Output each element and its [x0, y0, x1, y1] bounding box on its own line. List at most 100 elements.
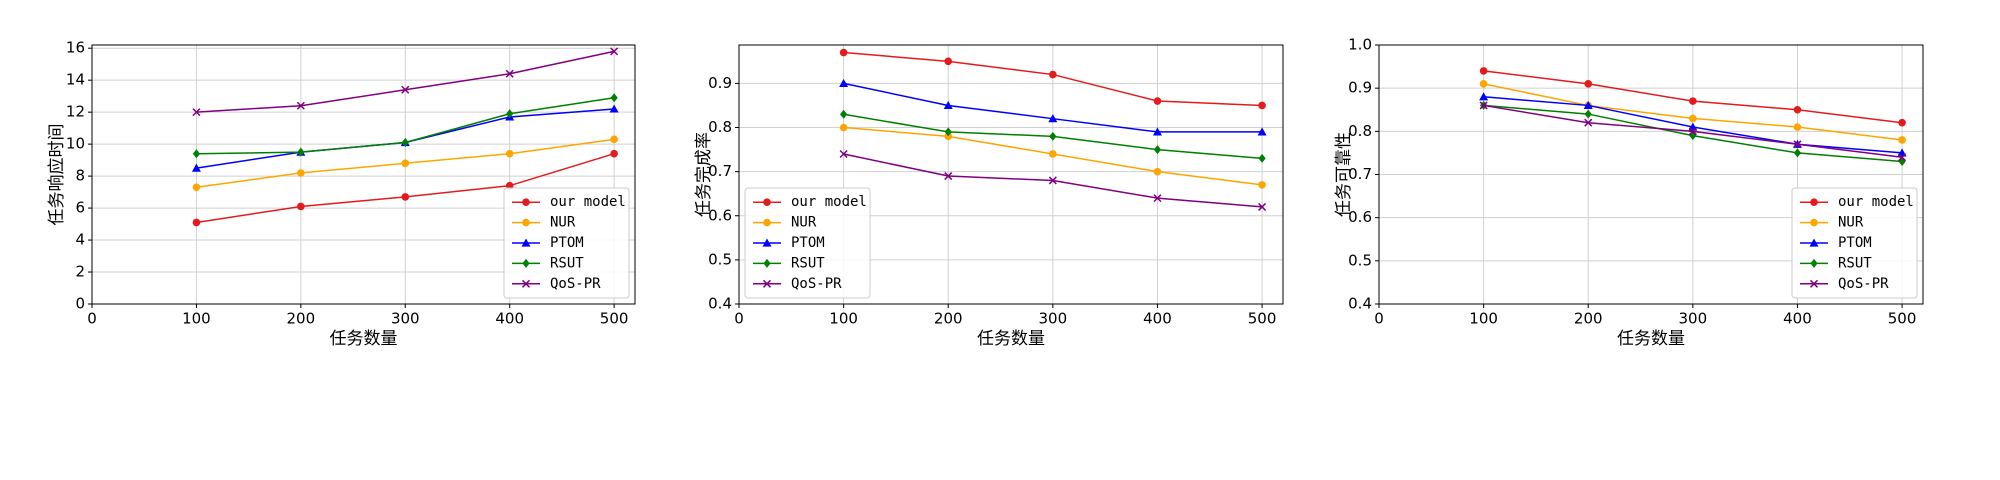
y-tick-label: 0	[75, 295, 85, 313]
legend-marker	[522, 218, 530, 227]
legend-label: NUR	[550, 215, 576, 231]
x-tick-label: 100	[1469, 310, 1498, 328]
y-axis-label: 任务可靠性	[1334, 132, 1354, 217]
point	[1258, 153, 1266, 163]
legend-marker	[763, 218, 771, 227]
legend-label: QoS-PR	[550, 276, 601, 292]
point	[839, 48, 848, 57]
x-tick-label: 200	[934, 310, 963, 328]
point	[1689, 131, 1697, 141]
point	[1479, 80, 1488, 88]
point	[1479, 101, 1488, 110]
y-tick-label: 14	[66, 71, 85, 89]
point	[1584, 118, 1593, 127]
legend-marker	[763, 198, 771, 206]
legend-box	[1791, 187, 1918, 299]
legend: our model NUR PTOM RSUT QoS-PR	[1791, 187, 1918, 299]
y-tick-label: 0.5	[708, 250, 732, 268]
point	[1689, 114, 1697, 123]
point	[1479, 67, 1488, 75]
point	[610, 47, 619, 56]
point	[1584, 109, 1592, 119]
point	[839, 123, 848, 132]
point	[1793, 140, 1802, 149]
legend-label: RSUT	[791, 255, 825, 271]
point	[610, 135, 618, 144]
point	[505, 69, 514, 78]
point	[401, 193, 410, 201]
legend-marker	[521, 279, 531, 288]
legend-label: our model	[550, 194, 626, 210]
x-tick-label: 300	[1039, 310, 1068, 328]
point	[840, 109, 848, 119]
legend-label: our model	[791, 194, 867, 210]
legend-marker	[522, 198, 530, 206]
plot-frame	[738, 44, 1284, 305]
point	[191, 163, 201, 172]
y-axis-label: 任务响应时间	[47, 124, 67, 226]
x-tick-label: 500	[1248, 310, 1277, 328]
x-tick-label: 0	[87, 310, 97, 328]
point	[944, 172, 953, 181]
legend-label: RSUT	[1838, 255, 1872, 271]
legend-marker	[521, 238, 531, 247]
y-tick-label: 12	[66, 103, 85, 121]
legend-marker	[762, 279, 772, 288]
legend-marker	[1810, 218, 1818, 227]
y-tick-label: 0.6	[708, 206, 732, 224]
point	[610, 93, 618, 103]
y-tick-label: 0.9	[1348, 79, 1372, 97]
y-tick-label: 0.7	[708, 162, 732, 180]
x-tick-label: 0	[1374, 310, 1384, 328]
point	[1793, 123, 1802, 131]
point	[1793, 105, 1802, 114]
point	[1793, 148, 1802, 158]
legend-marker	[1810, 258, 1818, 268]
point	[401, 138, 409, 148]
y-tick-label: 2	[75, 263, 85, 281]
plot-frame	[1378, 44, 1924, 305]
point	[1153, 167, 1162, 176]
x-tick-label: 0	[734, 310, 744, 328]
point	[1048, 114, 1058, 123]
point	[1584, 80, 1593, 88]
x-tick-label: 400	[495, 310, 524, 328]
x-tick-label: 500	[600, 310, 629, 328]
point	[506, 109, 514, 119]
point	[296, 101, 305, 110]
point	[1583, 100, 1593, 110]
legend-label: NUR	[1838, 215, 1864, 231]
point	[1258, 181, 1266, 189]
point	[944, 57, 953, 66]
legend-marker	[522, 258, 530, 268]
legend-label: NUR	[791, 215, 817, 231]
legend-label: PTOM	[550, 235, 584, 251]
y-tick-label: 16	[66, 39, 85, 57]
point	[1152, 127, 1162, 136]
y-tick-label: 0.5	[1348, 251, 1372, 269]
plot-frame	[91, 44, 636, 305]
point	[1898, 118, 1906, 127]
legend-marker	[1810, 198, 1818, 206]
legend: our model NUR PTOM RSUT QoS-PR	[744, 187, 871, 299]
y-tick-label: 10	[66, 135, 85, 153]
point	[839, 149, 848, 159]
point	[401, 85, 410, 94]
x-tick-label: 100	[182, 310, 211, 328]
legend-label: QoS-PR	[791, 276, 842, 292]
x-axis-label: 任务数量	[1617, 329, 1685, 349]
point	[297, 147, 305, 157]
point	[1898, 153, 1907, 162]
point	[192, 183, 201, 192]
legend: our model NUR PTOM RSUT QoS-PR	[503, 187, 630, 299]
point	[1153, 194, 1162, 203]
y-tick-label: 0.7	[1348, 165, 1372, 183]
x-tick-label: 400	[1783, 310, 1812, 328]
point	[839, 78, 849, 87]
legend-marker	[763, 258, 771, 268]
x-tick-label: 500	[1888, 310, 1917, 328]
y-tick-label: 0.9	[708, 74, 732, 92]
legend-marker	[1809, 279, 1819, 288]
legend-label: QoS-PR	[1838, 276, 1889, 292]
